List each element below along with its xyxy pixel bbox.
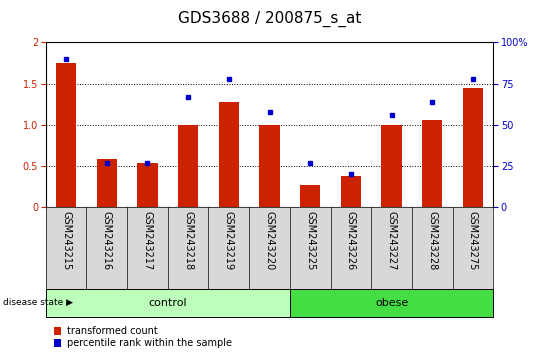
- Bar: [462, 88, 483, 207]
- Text: GSM243219: GSM243219: [224, 211, 234, 270]
- Text: GSM243215: GSM243215: [61, 211, 71, 270]
- Text: GSM243220: GSM243220: [265, 211, 274, 270]
- Bar: [259, 125, 280, 207]
- Bar: [290, 289, 493, 317]
- Text: percentile rank within the sample: percentile rank within the sample: [67, 338, 232, 348]
- Bar: [219, 102, 239, 207]
- Text: disease state ▶: disease state ▶: [3, 298, 73, 307]
- Text: GDS3688 / 200875_s_at: GDS3688 / 200875_s_at: [178, 11, 361, 27]
- Bar: [300, 185, 320, 207]
- Text: GSM243217: GSM243217: [142, 211, 153, 270]
- Text: GSM243227: GSM243227: [386, 211, 397, 270]
- Text: GSM243225: GSM243225: [305, 211, 315, 270]
- Bar: [137, 162, 157, 207]
- Text: GSM243275: GSM243275: [468, 211, 478, 270]
- Bar: [96, 159, 117, 207]
- Text: transformed count: transformed count: [67, 326, 158, 336]
- Bar: [381, 125, 402, 207]
- Text: GSM243216: GSM243216: [102, 211, 112, 270]
- Bar: [178, 125, 198, 207]
- Text: GSM243218: GSM243218: [183, 211, 193, 270]
- Text: GSM243228: GSM243228: [427, 211, 437, 270]
- Text: GSM243226: GSM243226: [346, 211, 356, 270]
- Bar: [422, 120, 443, 207]
- Text: obese: obese: [375, 298, 408, 308]
- Bar: [341, 176, 361, 207]
- Text: control: control: [149, 298, 187, 308]
- Bar: [46, 289, 290, 317]
- Bar: [56, 63, 77, 207]
